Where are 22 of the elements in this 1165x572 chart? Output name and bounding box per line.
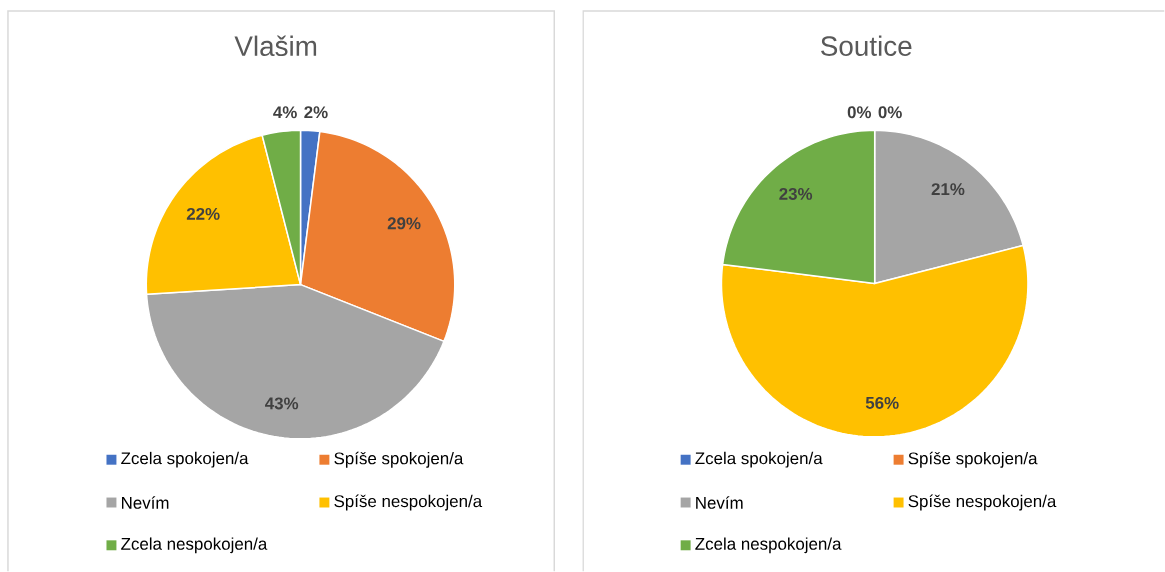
data-label: 4%	[273, 106, 297, 119]
legend-label: Nevím	[122, 496, 169, 509]
legend-label: Spíše spokojen/a	[334, 451, 464, 468]
data-label: 21%	[931, 183, 965, 196]
data-label: 43%	[265, 397, 299, 410]
data-label: 23%	[779, 187, 813, 200]
data-label: 56%	[865, 396, 899, 409]
text: 0%	[878, 106, 902, 119]
legend-label: Zcela nespokojen/a	[121, 537, 268, 554]
legend-label: Spíše nespokojen/a	[908, 494, 1057, 511]
legend-label: Zcela nespokojen/a	[695, 537, 842, 554]
legend-label: Spíše nespokojen/a	[334, 494, 483, 511]
legend-label: Nevím	[696, 496, 743, 509]
legend-label: Zcela spokojen/a	[121, 451, 249, 468]
text: 0%	[847, 106, 872, 119]
data-label: 29%	[387, 217, 421, 230]
legend-label: Spíše spokojen/a	[908, 451, 1038, 468]
legend-label: Zcela spokojen/a	[695, 451, 823, 468]
data-label: 2%	[304, 106, 328, 119]
chart-title: Vlašim	[234, 35, 317, 57]
data-label: 22%	[186, 207, 220, 220]
chart-title: Soutice	[821, 35, 912, 57]
